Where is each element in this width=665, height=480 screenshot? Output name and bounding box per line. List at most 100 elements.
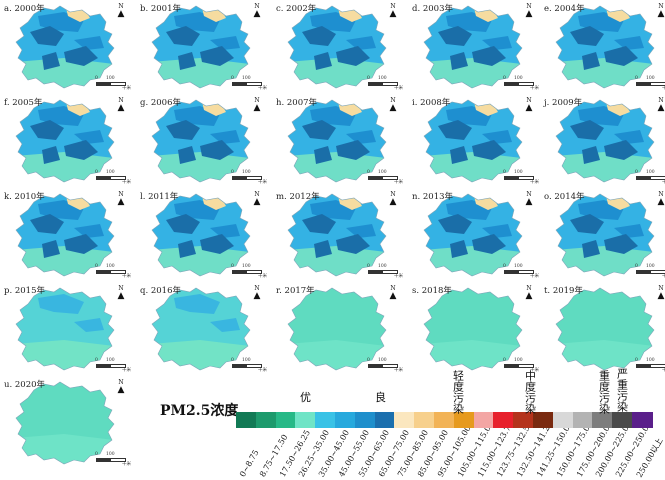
map-panel: u. 2020年 N ▲ 0 100 千米 <box>4 376 134 468</box>
map-panel: p. 2015年 N ▲ 0 100 千米 <box>4 282 134 374</box>
map-panel: a. 2000年 N ▲ 0 100 千米 <box>4 0 134 92</box>
north-arrow-icon: N ▲ <box>117 285 125 301</box>
pm25-legend: PM2.5浓度 0~8.75 8.75~17.50 17.50~26.25 26.25… <box>160 360 665 479</box>
legend-swatch <box>612 412 634 428</box>
north-arrow-icon: N ▲ <box>253 285 261 301</box>
legend-swatch <box>632 412 653 428</box>
panel-year-label: a. 2000年 <box>4 4 45 14</box>
province-map <box>151 5 251 89</box>
map-panel: b. 2001年 N ▲ 0 100 千米 <box>140 0 270 92</box>
north-arrow-icon: N ▲ <box>117 3 125 19</box>
legend-swatch <box>236 412 257 428</box>
province-map <box>423 287 523 371</box>
panel-year-label: q. 2016年 <box>140 286 181 296</box>
panel-year-label: i. 2008年 <box>412 98 451 108</box>
north-arrow-icon: N ▲ <box>657 191 665 207</box>
province-map <box>555 99 655 183</box>
panel-year-label: e. 2004年 <box>544 4 585 14</box>
map-panel: h. 2007年 N ▲ 0 100 千米 <box>276 94 406 186</box>
map-panel: q. 2016年 N ▲ 0 100 千米 <box>140 282 270 374</box>
north-arrow-icon: N ▲ <box>117 191 125 207</box>
legend-swatch <box>275 412 297 428</box>
legend-swatch <box>295 412 317 428</box>
north-arrow-icon: N ▲ <box>525 285 533 301</box>
legend-swatch <box>473 412 495 428</box>
north-arrow-icon: N ▲ <box>389 191 397 207</box>
legend-swatch <box>414 412 436 428</box>
legend-swatch <box>335 412 356 428</box>
province-map <box>15 381 115 465</box>
legend-swatch <box>513 412 535 428</box>
legend-category-label: 轻度污染 <box>451 370 465 414</box>
province-map <box>15 287 115 371</box>
map-panel: r. 2017年 N ▲ 0 100 千米 <box>276 282 406 374</box>
panel-year-label: d. 2003年 <box>412 4 453 14</box>
panel-year-label: b. 2001年 <box>140 4 181 14</box>
map-panel: g. 2006年 N ▲ 0 100 千米 <box>140 94 270 186</box>
legend-swatch <box>374 412 396 428</box>
province-map <box>555 193 655 277</box>
province-map <box>555 5 655 89</box>
panel-year-label: p. 2015年 <box>4 286 45 296</box>
panel-year-label: f. 2005年 <box>4 98 43 108</box>
province-map <box>287 5 387 89</box>
legend-swatch <box>434 412 455 428</box>
panel-year-label: s. 2018年 <box>412 286 452 296</box>
panel-year-label: l. 2011年 <box>140 192 179 202</box>
legend-category-label: 重度污染 <box>597 370 611 414</box>
panel-year-label: r. 2017年 <box>276 286 315 296</box>
map-panel: m. 2012年 N ▲ 0 100 千米 <box>276 188 406 280</box>
north-arrow-icon: N ▲ <box>657 3 665 19</box>
north-arrow-icon: N ▲ <box>117 97 125 113</box>
province-map <box>287 287 387 371</box>
map-panel: i. 2008年 N ▲ 0 100 千米 <box>412 94 542 186</box>
north-arrow-icon: N ▲ <box>253 3 261 19</box>
north-arrow-icon: N ▲ <box>525 3 533 19</box>
panel-year-label: t. 2019年 <box>544 286 583 296</box>
province-map <box>151 99 251 183</box>
map-panel: d. 2003年 N ▲ 0 100 千米 <box>412 0 542 92</box>
map-panel: k. 2010年 N ▲ 0 100 千米 <box>4 188 134 280</box>
panel-year-label: o. 2014年 <box>544 192 585 202</box>
panel-year-label: g. 2006年 <box>140 98 181 108</box>
north-arrow-icon: N ▲ <box>389 3 397 19</box>
north-arrow-icon: N ▲ <box>253 191 261 207</box>
province-map <box>423 99 523 183</box>
legend-swatch <box>315 412 337 428</box>
map-panel: f. 2005年 N ▲ 0 100 千米 <box>4 94 134 186</box>
north-arrow-icon: N ▲ <box>657 97 665 113</box>
panel-year-label: u. 2020年 <box>4 380 46 390</box>
legend-swatch <box>572 412 594 428</box>
panel-year-label: m. 2012年 <box>276 192 320 202</box>
province-map <box>423 193 523 277</box>
panel-year-label: h. 2007年 <box>276 98 318 108</box>
map-panel: c. 2002年 N ▲ 0 100 千米 <box>276 0 406 92</box>
panel-year-label: n. 2013年 <box>412 192 454 202</box>
map-panel: l. 2011年 N ▲ 0 100 千米 <box>140 188 270 280</box>
legend-category-label: 中度污染 <box>523 370 537 414</box>
province-map <box>287 193 387 277</box>
legend-swatch <box>255 412 277 428</box>
legend-swatch <box>493 412 515 428</box>
legend-title: PM2.5浓度 <box>160 403 239 419</box>
panel-year-label: j. 2009年 <box>544 98 583 108</box>
